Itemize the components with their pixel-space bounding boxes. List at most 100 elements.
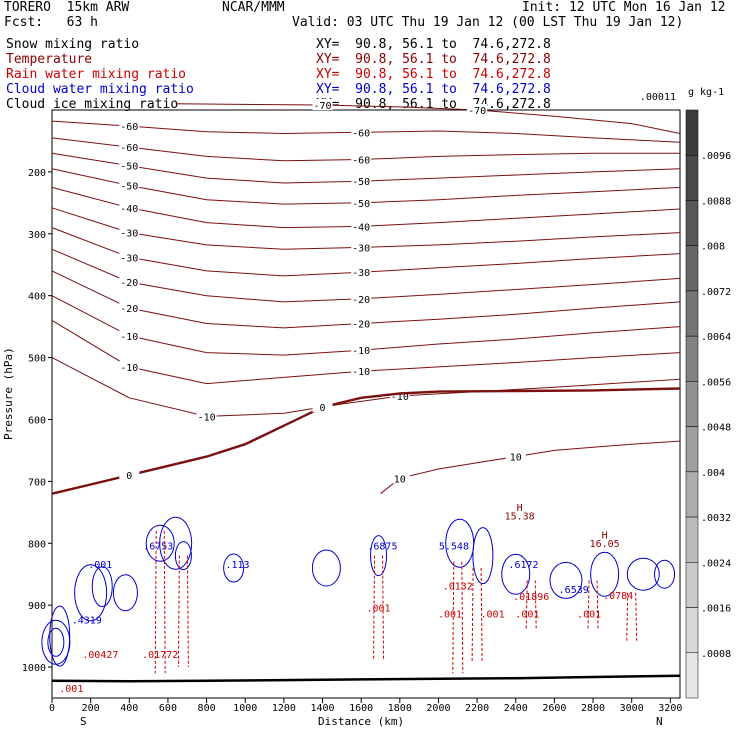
temperature-contour-label: -30 [120,229,138,240]
x-tick-label: 0 [49,703,55,714]
y-tick-label: 1000 [22,663,46,674]
temperature-contour-label: -40 [352,222,370,233]
high-marker: H [517,503,523,514]
x-tick-label: 2800 [581,703,605,714]
field-name-rain: Rain water mixing ratio [6,67,187,82]
colorbar-tick-label: .0064 [701,332,731,343]
rain-water-contour [373,555,385,661]
colorbar-segment [685,154,699,201]
temperature-contour-label: -60 [120,143,138,154]
colorbar-segment [685,607,699,654]
forecast-hour: Fcst: 63 h [4,15,98,30]
cloud-water-contour [311,549,341,587]
temperature-contour-label: -50 [120,182,138,193]
y-tick-label: 700 [28,477,46,488]
rain-water-contour [471,568,483,661]
temperature-contour [380,440,681,495]
init-time: Init: 12 UTC Mon 16 Jan 12 [522,0,726,15]
colorbar-unit: g kg-1 [688,87,724,98]
high-value-label: 16.05 [590,539,620,550]
cloud-water-contours: .001 .4319 .6753 .113 .6875 5.548 .6172 .6539 [41,516,676,667]
cloud-water-contour [145,524,175,562]
high-marker: H [602,530,608,541]
temperature-contour-label: -10 [352,346,370,357]
organization: NCAR/MMM [222,0,285,15]
rain-water-value-label: .001 [438,610,462,621]
y-tick-label: 800 [28,539,46,550]
colorbar-tick-label: .0056 [701,377,731,388]
colorbar-tick-label: .008 [701,242,725,253]
field-name-temperature: Temperature [6,52,93,67]
temperature-contour-label: -10 [198,412,216,423]
y-tick-label: 500 [28,354,46,365]
x-tick-label: 1200 [272,703,296,714]
rain-water-value-label: .0132 [443,582,473,593]
cloud-water-value-label: 5.548 [439,541,469,552]
x-tick-label: 400 [120,703,138,714]
y-tick-label: 400 [28,292,46,303]
rain-water-value-label: .001 [481,610,505,621]
rain-water-value-label: .001 [515,610,539,621]
rain-water-value-label: .0784 [603,591,633,602]
cloud-water-contour [174,541,192,571]
colorbar-segment [685,471,699,518]
temperature-contour-label: -30 [352,268,370,279]
colorbar-tick-label: .0072 [701,287,731,298]
colorbar-tick-label: .0008 [701,649,731,660]
cloud-water-contour [654,559,676,589]
x-end-label-right: N [656,715,663,728]
terrain-line [51,674,681,683]
cloud-water-contour [49,605,71,667]
colorbar-segment [685,516,699,563]
temperature-contour [51,387,681,495]
temperature-contour-label: 0 [320,403,326,414]
rain-water-contour [177,555,189,668]
rain-water-value-label: .001 [59,684,83,695]
colorbar-tick-label: .004 [701,468,725,479]
y-axis-ticks: 200 300 400 500 600 700 800 900 1000 [22,168,52,674]
rain-water-value-label: .01772 [142,650,178,661]
cloud-water-value-label: .6875 [367,541,397,552]
temperature-contour-label: 10 [394,474,406,485]
temperature-contour-label: -60 [120,122,138,133]
x-axis-ticks: 0 200 400 600 800 1000 1200 1400 1600 1800 2000 220… [49,698,682,714]
colorbar-tick-label: .0048 [701,423,731,434]
model-name: TORERO 15km ARW [4,0,130,15]
rain-water-value-label: .001 [577,610,601,621]
colorbar-segment [685,245,699,292]
colorbar-tick-label: .0024 [701,558,731,569]
rain-water-contour [452,561,464,674]
x-tick-label: 3000 [620,703,644,714]
x-tick-label: 2000 [426,703,450,714]
cloud-water-contour [159,516,193,570]
field-xy-rain: XY= 90.8, 56.1 to 74.6,272.8 [316,67,551,82]
y-tick-label: 200 [28,168,46,179]
colorbar-tick-label: .0032 [701,513,731,524]
x-tick-label: 1400 [310,703,334,714]
x-tick-label: 200 [82,703,100,714]
colorbar-segment [685,381,699,427]
temperature-contour-label: -40 [120,204,138,215]
x-axis-label: Distance (km) [318,715,404,728]
temperature-contour-label: -50 [120,162,138,173]
cloud-water-contour [370,535,388,577]
field-name-cloud-water: Cloud water mixing ratio [6,82,194,97]
x-tick-label: 800 [198,703,216,714]
field-name-snow: Snow mixing ratio [6,37,140,52]
colorbar: .0096 .0088 .008 .0072 .0064 .0056 .0048 .004 .0… [640,87,731,699]
rain-water-contour [154,530,166,674]
temperature-contour-label: -10 [120,332,138,343]
temperature-contour-label: -30 [120,253,138,264]
terrain-surface [51,674,681,683]
x-tick-label: 600 [159,703,177,714]
temperature-contour-label: -70 [468,106,486,117]
cloud-water-value-label: .6172 [508,560,538,571]
temperature-contours: -70 -70 -60 -60 -60 -60 -50 -50 -50 -50 -40 -40 -30 -… [51,99,681,495]
cloud-water-contour [223,553,245,583]
cloud-water-contour [41,619,71,665]
temperature-contour-label: 0 [126,471,132,482]
colorbar-segment [685,562,699,608]
temperature-contour-label: -60 [352,128,370,139]
field-name-cloud-ice: Cloud ice mixing ratio [6,97,179,112]
